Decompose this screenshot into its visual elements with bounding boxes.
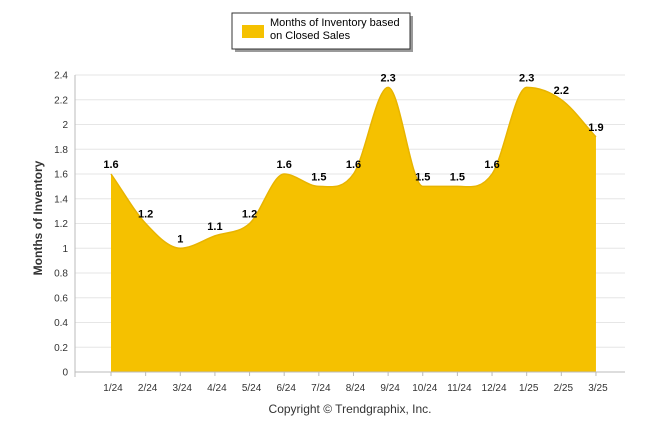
data-label: 1	[177, 233, 183, 245]
data-label: 2.3	[380, 72, 395, 84]
x-tick-label: 9/24	[380, 383, 400, 394]
x-tick-label: 10/24	[412, 383, 437, 394]
area-series	[110, 86, 597, 372]
area-fill	[111, 87, 596, 372]
x-tick-label: 1/25	[519, 383, 539, 394]
data-label: 1.6	[484, 159, 499, 171]
legend-label-line2: on Closed Sales	[270, 30, 351, 42]
y-tick-label: 0.4	[54, 318, 68, 329]
x-tick-label: 2/24	[138, 383, 158, 394]
legend[interactable]: Months of Inventory based on Closed Sale…	[231, 12, 413, 52]
y-tick-label: 1.4	[54, 194, 68, 205]
x-tick-label: 7/24	[311, 383, 331, 394]
y-tick-label: 0.6	[54, 293, 68, 304]
x-tick-label: 8/24	[346, 383, 366, 394]
data-label: 1.6	[103, 159, 118, 171]
legend-swatch	[242, 25, 264, 38]
x-tick-label: 12/24	[482, 383, 507, 394]
y-tick-labels: 0 0.2 0.4 0.6 0.8 1 1.2 1.4 1.6 1.8 2 2.2 2.4	[54, 71, 68, 379]
data-label: 2.2	[554, 85, 569, 97]
legend-label-line1: Months of Inventory based	[270, 17, 400, 29]
data-label: 1.5	[450, 171, 465, 183]
x-tick-label: 4/24	[207, 383, 227, 394]
axes	[74, 75, 625, 377]
x-tick-label: 11/24	[447, 383, 472, 394]
data-label: 1.5	[415, 171, 430, 183]
y-tick-label: 2	[62, 120, 68, 131]
data-label: 1.6	[346, 159, 361, 171]
y-tick-label: 1.6	[54, 170, 68, 181]
y-tick-label: 1.2	[54, 219, 68, 230]
y-tick-label: 1	[62, 244, 68, 255]
y-tick-label: 2.4	[54, 71, 68, 82]
x-tick-label: 6/24	[276, 383, 296, 394]
y-axis-title: Months of Inventory	[31, 160, 45, 275]
data-label: 1.1	[207, 221, 222, 233]
y-tick-label: 2.2	[54, 95, 68, 106]
x-tick-labels: 1/24 2/24 3/24 4/24 5/24 6/24 7/24 8/24 9/24 10/2…	[103, 372, 608, 394]
y-tick-label: 0	[62, 368, 68, 379]
area-line	[110, 86, 597, 250]
x-tick-label: 3/25	[588, 383, 608, 394]
y-tick-label: 0.8	[54, 269, 68, 280]
y-tick-label: 0.2	[54, 343, 68, 354]
data-label: 1.9	[588, 122, 603, 134]
data-label: 1.5	[311, 171, 326, 183]
x-tick-label: 1/24	[103, 383, 123, 394]
x-tick-label: 2/25	[554, 383, 574, 394]
data-label: 1.2	[242, 209, 257, 221]
data-labels: 1.6 1.2 1 1.1 1.2 1.6 1.5 1.6 2.3 1.5 1.5 1.6 2.3 2.2…	[103, 72, 603, 245]
data-label: 1.6	[277, 159, 292, 171]
x-tick-label: 3/24	[173, 383, 193, 394]
y-tick-label: 1.8	[54, 145, 68, 156]
data-label: 1.2	[138, 209, 153, 221]
x-tick-label: 5/24	[242, 383, 262, 394]
copyright-text: Copyright © Trendgraphix, Inc.	[269, 402, 432, 416]
data-label: 2.3	[519, 72, 534, 84]
